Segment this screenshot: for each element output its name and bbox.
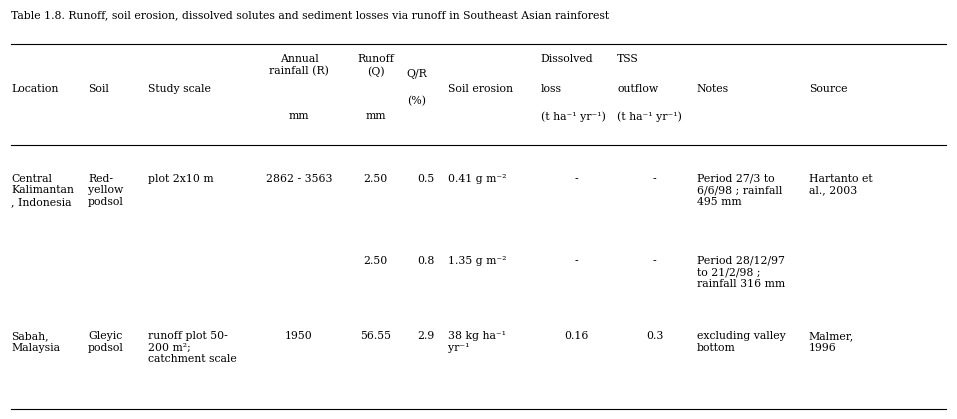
Text: mm: mm — [289, 111, 309, 121]
Text: 38 kg ha⁻¹
yr⁻¹: 38 kg ha⁻¹ yr⁻¹ — [448, 331, 506, 353]
Text: Central
Kalimantan
, Indonesia: Central Kalimantan , Indonesia — [11, 174, 75, 207]
Text: 2862 - 3563: 2862 - 3563 — [266, 174, 332, 184]
Text: Soil erosion: Soil erosion — [448, 84, 513, 94]
Text: outflow: outflow — [617, 84, 658, 94]
Text: runoff plot 50-
200 m²;
catchment scale: runoff plot 50- 200 m²; catchment scale — [148, 331, 237, 364]
Text: Malmer,
1996: Malmer, 1996 — [809, 331, 854, 353]
Text: plot 2x10 m: plot 2x10 m — [148, 174, 214, 184]
Text: 1950: 1950 — [285, 331, 313, 341]
Text: -: - — [653, 174, 657, 184]
Text: Annual
rainfall (R): Annual rainfall (R) — [269, 54, 329, 76]
Text: Notes: Notes — [697, 84, 729, 94]
Text: 0.41 g m⁻²: 0.41 g m⁻² — [448, 174, 506, 184]
Text: 2.50: 2.50 — [364, 174, 388, 184]
Text: 0.5: 0.5 — [417, 174, 434, 184]
Text: Source: Source — [809, 84, 847, 94]
Text: (t ha⁻¹ yr⁻¹): (t ha⁻¹ yr⁻¹) — [541, 111, 606, 122]
Text: Q/R: Q/R — [407, 69, 428, 79]
Text: loss: loss — [541, 84, 562, 94]
Text: Runoff
(Q): Runoff (Q) — [357, 54, 394, 77]
Text: (%): (%) — [407, 96, 426, 107]
Text: Period 27/3 to
6/6/98 ; rainfall
495 mm: Period 27/3 to 6/6/98 ; rainfall 495 mm — [697, 174, 782, 207]
Text: Soil: Soil — [88, 84, 109, 94]
Text: 56.55: 56.55 — [360, 331, 391, 341]
Text: Location: Location — [11, 84, 59, 94]
Text: Period 28/12/97
to 21/2/98 ;
rainfall 316 mm: Period 28/12/97 to 21/2/98 ; rainfall 31… — [697, 256, 785, 289]
Text: 0.16: 0.16 — [565, 331, 589, 341]
Text: TSS: TSS — [617, 54, 639, 65]
Text: -: - — [575, 256, 578, 266]
Text: Red-
yellow
podsol: Red- yellow podsol — [88, 174, 123, 207]
Text: (t ha⁻¹ yr⁻¹): (t ha⁻¹ yr⁻¹) — [617, 111, 682, 122]
Text: Gleyic
podsol: Gleyic podsol — [88, 331, 123, 353]
Text: Sabah,
Malaysia: Sabah, Malaysia — [11, 331, 60, 353]
Text: Hartanto et
al., 2003: Hartanto et al., 2003 — [809, 174, 872, 196]
Text: excluding valley
bottom: excluding valley bottom — [697, 331, 786, 353]
Text: Study scale: Study scale — [148, 84, 211, 94]
Text: 0.8: 0.8 — [417, 256, 434, 266]
Text: 1.35 g m⁻²: 1.35 g m⁻² — [448, 256, 506, 266]
Text: -: - — [575, 174, 578, 184]
Text: Table 1.8. Runoff, soil erosion, dissolved solutes and sediment losses via runof: Table 1.8. Runoff, soil erosion, dissolv… — [11, 10, 610, 21]
Text: 0.3: 0.3 — [646, 331, 663, 341]
Text: -: - — [653, 256, 657, 266]
Text: 2.50: 2.50 — [364, 256, 388, 266]
Text: mm: mm — [366, 111, 386, 121]
Text: Dissolved: Dissolved — [541, 54, 593, 65]
Text: 2.9: 2.9 — [417, 331, 434, 341]
